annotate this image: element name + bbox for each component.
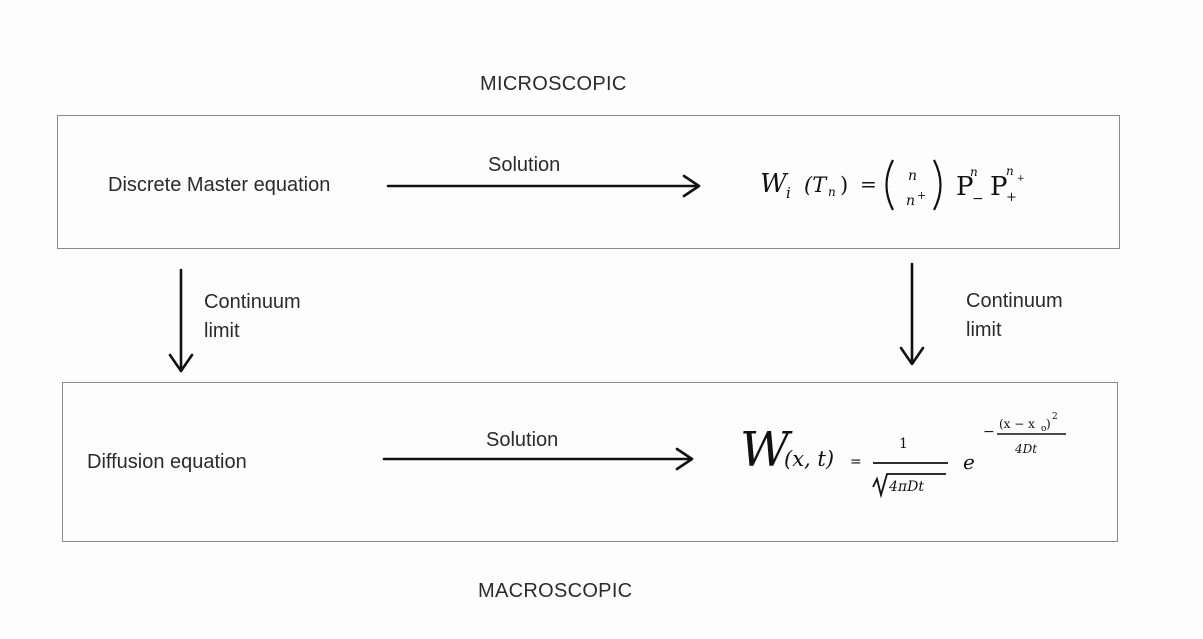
right-continuum-label: Continuum <box>966 290 1063 312</box>
master-solution-formula: W i (T n ) = n n + P − n P + n + <box>760 159 1025 211</box>
left-continuum-label: Continuum <box>204 291 301 313</box>
svg-text:+: + <box>917 189 926 202</box>
svg-text:(x, t): (x, t) <box>784 447 834 471</box>
svg-text:=: = <box>850 454 862 470</box>
right-limit-label: limit <box>966 319 1002 341</box>
microscopic-heading: MICROSCOPIC <box>480 73 627 95</box>
svg-text:−: − <box>983 424 995 440</box>
top-solution-label: Solution <box>488 154 561 176</box>
svg-text:n: n <box>1006 164 1014 178</box>
discrete-master-equation-label: Discrete Master equation <box>108 174 331 196</box>
left-limit-label: limit <box>204 320 240 342</box>
bottom-solution-arrow <box>382 447 694 471</box>
svg-text:n: n <box>828 185 836 199</box>
svg-text:): ) <box>840 173 848 197</box>
svg-text:(x − x: (x − x <box>999 417 1035 431</box>
svg-text:4πDt: 4πDt <box>888 479 924 495</box>
svg-text:W: W <box>760 169 789 199</box>
svg-text:o: o <box>1041 424 1046 434</box>
svg-text:W: W <box>740 422 793 478</box>
svg-text:+: + <box>1006 190 1017 205</box>
svg-text:2: 2 <box>1052 412 1058 422</box>
macroscopic-box <box>62 382 1118 542</box>
svg-text:): ) <box>1046 417 1051 431</box>
svg-text:e: e <box>963 450 975 474</box>
left-continuum-arrow <box>168 268 194 373</box>
svg-text:+: + <box>1017 174 1025 184</box>
svg-text:P: P <box>990 172 1008 202</box>
svg-text:n: n <box>908 168 917 184</box>
svg-text:i: i <box>786 184 791 202</box>
svg-text:n: n <box>906 193 915 209</box>
diffusion-solution-formula: W (x, t) = 1 4πDt e − (x − x o ) 2 4Dt <box>740 412 1066 499</box>
svg-text:1: 1 <box>899 436 908 452</box>
svg-text:−: − <box>972 191 984 207</box>
diffusion-equation-label: Diffusion equation <box>87 451 247 473</box>
svg-text:4Dt: 4Dt <box>1014 442 1037 456</box>
svg-text:=: = <box>860 172 877 196</box>
svg-text:n: n <box>970 165 978 179</box>
top-solution-arrow <box>386 174 701 198</box>
svg-text:P: P <box>956 172 974 202</box>
right-continuum-arrow <box>899 262 925 366</box>
microscopic-box <box>57 115 1120 249</box>
bottom-solution-label: Solution <box>486 429 559 451</box>
macroscopic-heading: MACROSCOPIC <box>478 580 633 602</box>
svg-text:(T: (T <box>804 173 828 197</box>
